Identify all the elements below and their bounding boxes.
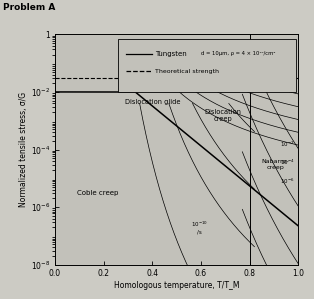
Text: 10$^{-10}$
/s: 10$^{-10}$ /s: [191, 220, 208, 235]
Text: Problem A: Problem A: [3, 3, 56, 12]
Text: Dislocation
creep: Dislocation creep: [204, 109, 241, 122]
Text: d = 10μm, ρ = 4 × 10¹⁰/cm²: d = 10μm, ρ = 4 × 10¹⁰/cm²: [201, 51, 275, 57]
Text: Nabarro-
creep: Nabarro- creep: [261, 159, 289, 170]
Text: Theoretical strength: Theoretical strength: [155, 69, 219, 74]
Text: Tungsten: Tungsten: [155, 51, 187, 57]
Text: 10$^{-2}$: 10$^{-2}$: [280, 140, 295, 149]
Text: Theoretical strength: Theoretical strength: [143, 69, 211, 75]
X-axis label: Homologous temperature, T/T_M: Homologous temperature, T/T_M: [114, 281, 239, 290]
Text: 10$^{-4}$: 10$^{-4}$: [280, 158, 295, 167]
Y-axis label: Normalized tensile stress, σ/G: Normalized tensile stress, σ/G: [19, 92, 28, 207]
Text: Dislocation glide: Dislocation glide: [125, 99, 180, 105]
Text: 10$^{-6}$: 10$^{-6}$: [280, 176, 295, 186]
Text: Coble creep: Coble creep: [77, 190, 118, 196]
FancyBboxPatch shape: [118, 39, 296, 92]
